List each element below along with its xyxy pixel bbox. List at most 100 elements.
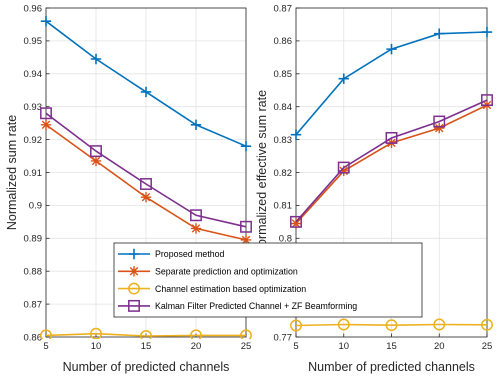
data-point (90, 155, 102, 167)
legend-label: Proposed method (155, 249, 225, 259)
y-tick-label: 0.84 (274, 102, 293, 113)
legend: Proposed method Separate prediction and o… (113, 242, 423, 318)
y-tick-label: 0.91 (24, 168, 43, 179)
legend-label: Separate prediction and optimization (155, 267, 298, 277)
y-tick-label: 0.94 (24, 69, 43, 80)
y-tick-label: 0.86 (24, 332, 43, 343)
x-tick-label: 15 (141, 341, 152, 352)
y-tick-label: 0.8 (279, 234, 292, 245)
legend-label: Channel estimation based optimization (155, 284, 306, 294)
x-tick-label: 15 (386, 341, 397, 352)
y-tick-label: 0.96 (24, 3, 43, 14)
y-tick-label: 0.9 (29, 201, 42, 212)
x-tick-label: 20 (434, 341, 445, 352)
data-point (240, 140, 252, 152)
legend-entry-channel-estimation-based-optimization: Channel estimation based optimization (118, 282, 306, 295)
data-point (190, 223, 202, 234)
y-tick-label: 0.77 (274, 332, 293, 343)
legend-entry-kalman-filter-predicted-channel-zf-beamforming: Kalman Filter Predicted Channel + ZF Bea… (118, 299, 357, 312)
data-point (337, 318, 350, 331)
data-point (386, 43, 397, 55)
panel-1: 5 10 15 20 25 0.86 0.87 0.88 0.89 0.9 0.91 0.92 0.93… (5, 3, 252, 374)
data-point (385, 319, 398, 332)
y-tick-label: 0.88 (24, 267, 43, 278)
series-line (295, 323, 488, 327)
y-tick-label: 0.87 (274, 3, 293, 14)
data-point (40, 119, 52, 130)
data-point (481, 94, 493, 107)
data-point (290, 215, 302, 228)
data-point (90, 327, 102, 339)
y-tick-label: 0.87 (24, 299, 43, 310)
y-axis-label: Normalized effective sum rate (255, 90, 269, 255)
data-point (240, 329, 252, 339)
data-point (140, 330, 152, 339)
data-point (290, 129, 302, 140)
data-point (337, 161, 350, 174)
data-point (140, 86, 152, 98)
x-tick-label: 25 (241, 341, 252, 352)
data-point (481, 26, 493, 38)
legend-marker (128, 266, 140, 277)
series-line (45, 112, 247, 228)
series-separate-prediction-and-optimization (40, 119, 252, 246)
series-channel-estimation-based-optimization (40, 327, 252, 339)
y-tick-label: 0.83 (274, 135, 293, 146)
data-point (434, 28, 445, 39)
x-tick-label: 10 (338, 341, 349, 352)
x-tick-label: 20 (191, 341, 202, 352)
data-point (40, 107, 52, 120)
data-point (90, 53, 102, 65)
y-axis-label: Normalized sum rate (5, 115, 19, 230)
y-tick-label: 0.82 (274, 168, 293, 179)
data-point (433, 318, 446, 331)
data-point (385, 132, 398, 144)
data-point (481, 318, 493, 331)
series-line (295, 99, 488, 223)
data-point (40, 329, 52, 339)
y-tick-label: 0.95 (24, 36, 43, 47)
y-tick-label: 0.89 (24, 234, 43, 245)
data-point (140, 178, 152, 190)
legend-marker (128, 282, 140, 295)
series-proposed-method (290, 26, 493, 140)
x-tick-label: 10 (91, 341, 102, 352)
data-point (240, 220, 252, 233)
data-point (240, 234, 252, 246)
y-tick-label: 0.81 (274, 201, 293, 212)
panel-2: 5 10 15 20 25 0.77 0.8 0.81 0.82 0.83 0.84 0.85 0.86… (255, 3, 493, 374)
y-tick-label: 0.86 (274, 36, 293, 47)
legend-box (113, 242, 423, 318)
series-line (45, 332, 246, 337)
data-point (140, 191, 152, 203)
data-point (338, 73, 349, 84)
data-point (40, 15, 52, 27)
data-point (433, 115, 446, 128)
series-channel-estimation-based-optimization (290, 318, 493, 332)
legend-marker (128, 248, 140, 260)
x-tick-label: 25 (482, 341, 493, 352)
y-tick-label: 0.92 (24, 135, 43, 146)
legend-entry-separate-prediction-and-optimization: Separate prediction and optimization (118, 266, 298, 277)
series-kalman-filter-predicted-channel-zf-beamforming (40, 107, 252, 233)
legend-label: Kalman Filter Predicted Channel + ZF Bea… (155, 301, 357, 311)
legend-marker (128, 299, 140, 312)
data-point (190, 329, 202, 339)
x-axis-label: Number of predicted channels (308, 360, 475, 374)
data-point (90, 145, 102, 158)
data-point (434, 122, 445, 134)
series-proposed-method (40, 15, 252, 152)
data-point (338, 165, 349, 177)
data-point (290, 218, 302, 229)
data-point (290, 319, 302, 332)
y-tick-label: 0.93 (24, 102, 43, 113)
x-tick-label: 5 (43, 341, 48, 352)
data-point (190, 209, 202, 222)
y-tick-label: 0.85 (274, 69, 293, 80)
data-point (190, 119, 202, 130)
legend-entry-proposed-method: Proposed method (118, 248, 225, 260)
x-axis-label: Number of predicted channels (63, 360, 230, 374)
series-kalman-filter-predicted-channel-zf-beamforming (290, 94, 493, 228)
x-tick-label: 5 (293, 341, 298, 352)
